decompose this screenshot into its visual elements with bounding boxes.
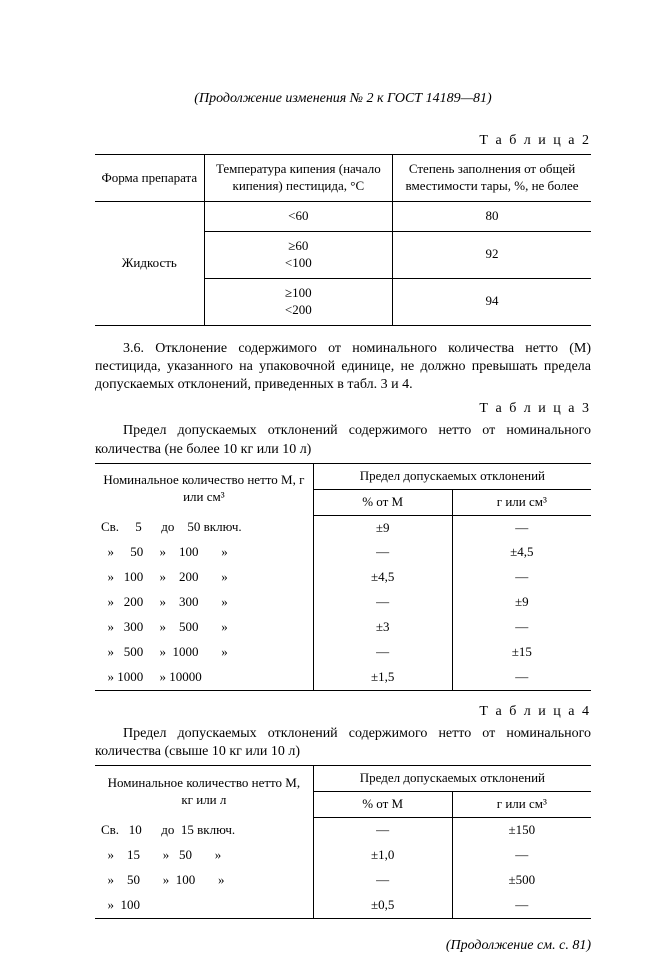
page-continuation-footer: (Продолжение см. с. 81) — [95, 937, 591, 955]
table3-header-m: Номинальное количество нетто М, г или см… — [95, 463, 313, 515]
table-cell-abs: ±4,5 — [452, 540, 591, 565]
table-cell-abs: ±9 — [452, 590, 591, 615]
table3-header-top: Предел допускаемых отклонений — [313, 463, 591, 489]
table-cell-range: Св. 5 до 50 включ. — [95, 515, 313, 540]
table-cell-pct: ±4,5 — [313, 565, 452, 590]
table2-header-fill: Степень заполнения от общей вместимости … — [393, 155, 591, 202]
table-cell-abs: ±500 — [452, 868, 591, 893]
table-cell-pct: ±9 — [313, 515, 452, 540]
table-cell-range: » 15 » 50 » — [95, 843, 313, 868]
table3-label: Т а б л и ц а 3 — [95, 400, 591, 418]
table4-title: Предел допускаемых отклонений содержимог… — [95, 725, 591, 761]
table-cell-abs: — — [452, 615, 591, 640]
table-cell-pct: ±1,5 — [313, 665, 452, 690]
table3: Номинальное количество нетто М, г или см… — [95, 463, 591, 691]
table-cell-range: » 50 » 100 » — [95, 868, 313, 893]
table2-cell: <60 — [204, 202, 392, 232]
table-cell-range: Св. 10 до 15 включ. — [95, 818, 313, 843]
table-cell-pct: ±3 — [313, 615, 452, 640]
table-cell-abs: — — [452, 665, 591, 690]
table2-header-form: Форма препарата — [95, 155, 204, 202]
table-cell-abs: — — [452, 843, 591, 868]
table4-header-pct: % от М — [313, 792, 452, 818]
table2-cell: 92 — [393, 232, 591, 279]
table4-header-m: Номинальное количество нетто М, кг или л — [95, 766, 313, 818]
table4-label: Т а б л и ц а 4 — [95, 703, 591, 721]
table4-header-abs: г или см³ — [452, 792, 591, 818]
table-cell-pct: — — [313, 868, 452, 893]
table-cell-pct: ±0,5 — [313, 893, 452, 918]
table2-header-temp: Температура кипения (начало кипения) пес… — [204, 155, 392, 202]
table-cell-abs: ±15 — [452, 640, 591, 665]
table-cell-range: » 500 » 1000 » — [95, 640, 313, 665]
table-cell-abs: — — [452, 893, 591, 918]
table2-cell: ≥100 <200 — [204, 278, 392, 325]
table2-cell: ≥60 <100 — [204, 232, 392, 279]
table2-cell: 80 — [393, 202, 591, 232]
table4: Номинальное количество нетто М, кг или л… — [95, 765, 591, 918]
paragraph-3-6: 3.6. Отклонение содержимого от номинальн… — [95, 340, 591, 395]
table-cell-pct: ±1,0 — [313, 843, 452, 868]
table3-header-abs: г или см³ — [452, 489, 591, 515]
table-cell-pct: — — [313, 818, 452, 843]
table-cell-abs: — — [452, 515, 591, 540]
table-cell-range: » 100 — [95, 893, 313, 918]
table-cell-range: » 50 » 100 » — [95, 540, 313, 565]
table2-cell: 94 — [393, 278, 591, 325]
table-cell-range: » 100 » 200 » — [95, 565, 313, 590]
table-cell-pct: — — [313, 640, 452, 665]
table-cell-range: » 1000 » 10000 — [95, 665, 313, 690]
table2-row-label: Жидкость — [95, 202, 204, 325]
table-cell-abs: ±150 — [452, 818, 591, 843]
table3-title: Предел допускаемых отклонений содержимог… — [95, 422, 591, 458]
table-cell-pct: — — [313, 590, 452, 615]
table2-label: Т а б л и ц а 2 — [95, 132, 591, 150]
table-cell-range: » 300 » 500 » — [95, 615, 313, 640]
table2: Форма препарата Температура кипения (нач… — [95, 154, 591, 325]
table-cell-range: » 200 » 300 » — [95, 590, 313, 615]
page-continuation-header: (Продолжение изменения № 2 к ГОСТ 14189—… — [95, 90, 591, 108]
table-cell-abs: — — [452, 565, 591, 590]
table3-header-pct: % от М — [313, 489, 452, 515]
table-cell-pct: — — [313, 540, 452, 565]
table4-header-top: Предел допускаемых отклонений — [313, 766, 591, 792]
